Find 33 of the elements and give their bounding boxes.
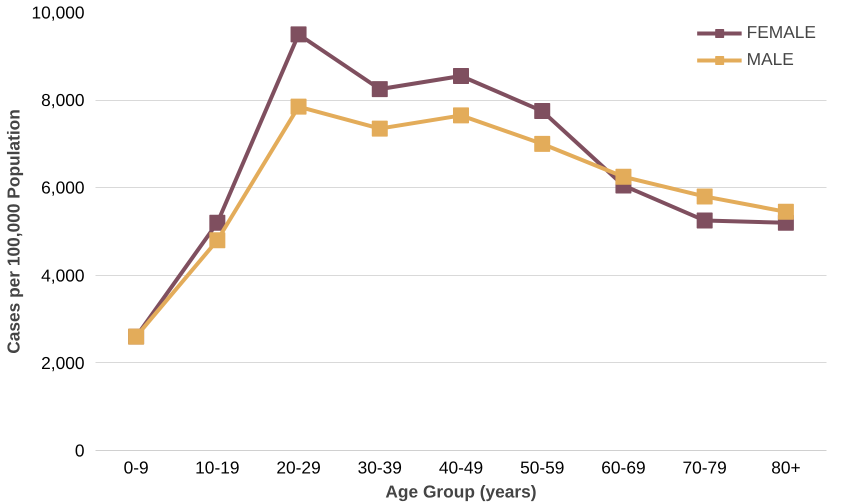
point: [209, 232, 226, 248]
point: [534, 136, 550, 152]
point: [372, 120, 388, 137]
point: [778, 204, 794, 220]
point: [372, 81, 388, 98]
x-tick-label: 50-59: [520, 458, 564, 478]
y-tick-label: 4,000: [41, 265, 85, 286]
y-tick-label: 8,000: [41, 90, 85, 110]
x-tick-label: 80+: [771, 458, 801, 478]
y-tick-label: 6,000: [41, 178, 85, 198]
point: [615, 168, 632, 185]
point: [290, 98, 307, 115]
x-tick-label: 40-49: [438, 458, 484, 478]
y-tick-label: 10,000: [32, 2, 84, 22]
legend-label: MALE: [746, 49, 794, 70]
x-tick-label: 20-29: [276, 458, 321, 478]
point: [290, 26, 307, 42]
point: [453, 107, 469, 124]
x-tick-label: 70-79: [682, 458, 727, 478]
y-tick-label: 0: [74, 440, 85, 460]
y-axis-title: Cases per 100,000 Population: [4, 109, 24, 354]
y-tick-label: 2,000: [41, 352, 85, 373]
x-tick-label: 30-39: [358, 458, 402, 478]
point: [534, 103, 550, 120]
point: [453, 68, 469, 84]
x-tick-label: 0-9: [124, 458, 149, 478]
point: [209, 214, 226, 231]
point: [696, 188, 713, 204]
legend-label: FEMALE: [746, 22, 816, 43]
x-tick-label: 60-69: [601, 458, 646, 478]
point: [696, 212, 713, 229]
x-axis-title: Age Group (years): [385, 482, 537, 502]
x-tick-label: 10-19: [195, 458, 240, 478]
